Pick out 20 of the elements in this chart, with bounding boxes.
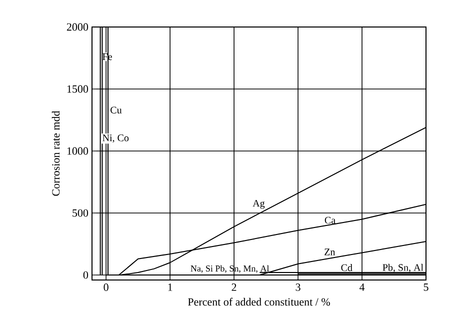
- x-axis-title: Percent of added constituent / %: [188, 298, 330, 306]
- x-tick-label: 0: [104, 284, 108, 291]
- series-label: Ca: [324, 216, 336, 224]
- y-tick-label: 500: [72, 209, 88, 217]
- series-label: Cu: [110, 106, 122, 114]
- y-tick-label: 0: [83, 271, 88, 279]
- y-tick-label: 1500: [67, 85, 88, 93]
- series-label: Cd: [341, 264, 352, 272]
- series-label: Ni, Co: [102, 134, 129, 143]
- y-axis-title: Corrosion rate mdd: [52, 110, 60, 196]
- x-tick-label: 3: [296, 284, 300, 291]
- x-tick-label: 1: [168, 284, 172, 291]
- y-tick-label: 1000: [67, 147, 88, 155]
- y-tick-label: 2000: [66, 23, 88, 31]
- x-tick-label: 5: [424, 284, 428, 291]
- series-label: Ag: [252, 200, 265, 209]
- series-label: Zn: [324, 248, 336, 256]
- series-label: Pb, Sn, Al: [382, 264, 424, 272]
- x-tick-label: 2: [232, 284, 236, 291]
- x-tick-label: 4: [359, 284, 365, 291]
